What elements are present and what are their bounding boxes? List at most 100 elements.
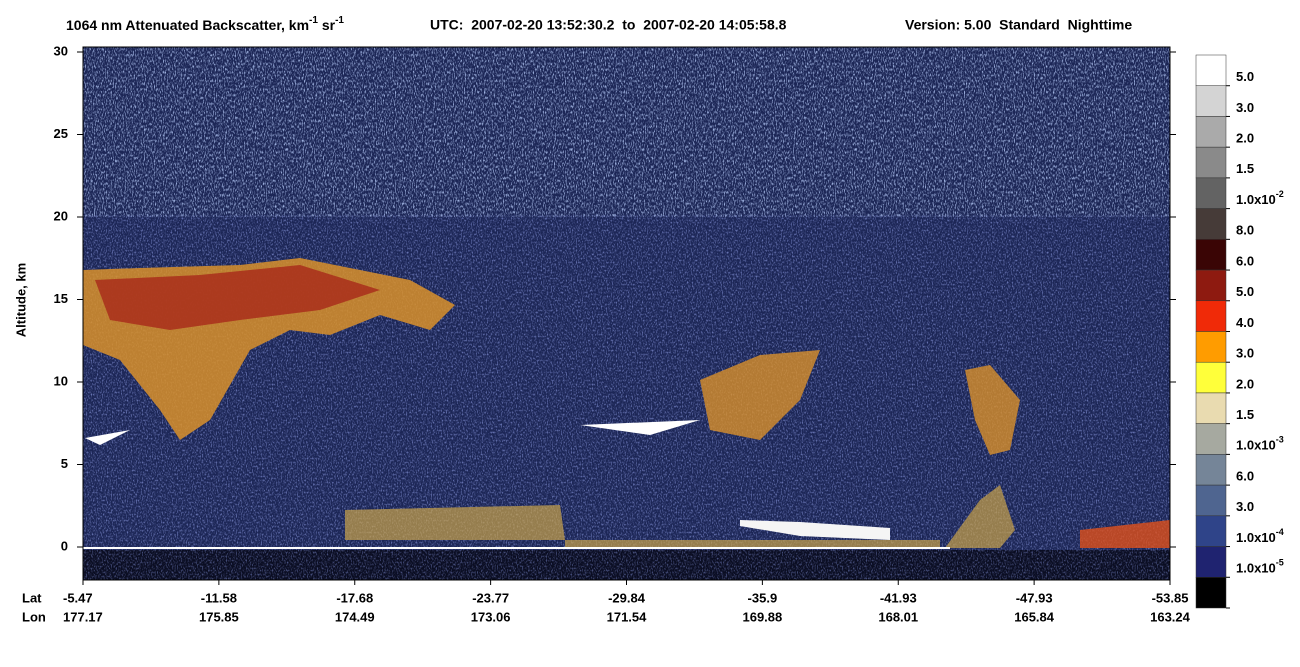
cloud-feature: [945, 485, 1015, 548]
title-superscript: -1: [335, 15, 344, 26]
colorbar-label-text: 5.0: [1236, 285, 1254, 300]
cloud-feature: [965, 365, 1020, 455]
colorbar-label-text: 1.5: [1236, 407, 1254, 422]
cloud-feature: [700, 350, 820, 440]
curtain-image: [83, 47, 1170, 580]
colorbar-segment: [1195, 300, 1227, 332]
x-row-label: Lon: [22, 609, 46, 624]
y-tick-label: 25: [54, 126, 68, 141]
cloud-feature: [95, 265, 380, 330]
title-part: 1064 nm Attenuated Backscatter, km: [66, 17, 309, 33]
lat-tick-label: -11.58: [201, 590, 237, 605]
lat-tick-label: -23.77: [472, 590, 509, 605]
noise: [83, 47, 1170, 217]
colorbar-segment: [1195, 577, 1227, 609]
colorbar-segment: [1195, 208, 1227, 240]
x-row-label: Lat: [22, 590, 42, 605]
title-superscript: -1: [309, 15, 318, 26]
lon-tick-label: 165.84: [1014, 609, 1055, 624]
colorbar-segment: [1195, 85, 1227, 117]
lat-tick-label: -41.93: [880, 590, 917, 605]
lat-tick-label: -17.68: [336, 590, 373, 605]
colorbar-label-sup: -5: [1276, 558, 1284, 568]
colorbar-label: 1.5: [1236, 162, 1254, 177]
colorbar-label-text: 2.0: [1236, 377, 1254, 392]
colorbar-label-sup: -3: [1276, 435, 1284, 445]
colorbar-segment: [1195, 177, 1227, 209]
colorbar-label: 8.0: [1236, 223, 1254, 238]
version: Version: 5.00 Standard Nighttime: [905, 17, 1132, 33]
colorbar-label: 3.0: [1236, 500, 1254, 515]
colorbar-label-text: 1.0x10: [1236, 438, 1276, 453]
colorbar-segment: [1195, 361, 1227, 394]
colorbar-label-text: 1.5: [1236, 162, 1254, 177]
lon-tick-label: 168.01: [878, 609, 918, 624]
colorbar-label: 5.0: [1236, 69, 1254, 84]
cloud-feature: [740, 520, 890, 540]
lat-tick-label: -5.47: [63, 590, 93, 605]
y-tick-label: 20: [54, 208, 68, 223]
colorbar-label: 1.0x10-2: [1236, 189, 1284, 207]
lat-tick-label: -47.93: [1016, 590, 1053, 605]
lon-tick-label: 169.88: [742, 609, 782, 624]
colorbar-label-sup: -4: [1276, 527, 1284, 537]
y-tick-label: 15: [54, 291, 68, 306]
colorbar-label-text: 3.0: [1236, 500, 1254, 515]
colorbar-label: 6.0: [1236, 254, 1254, 269]
lat-tick-label: -53.85: [1152, 590, 1189, 605]
lon-tick-label: 171.54: [607, 609, 648, 624]
colorbar-segment: [1195, 116, 1227, 148]
cloud-feature: [345, 505, 940, 548]
lon-tick-label: 177.17: [63, 609, 103, 624]
colorbar-segment: [1195, 454, 1227, 486]
colorbar-label: 2.0: [1236, 131, 1254, 146]
colorbar-label-text: 6.0: [1236, 254, 1254, 269]
colorbar-label: 1.0x10-3: [1236, 435, 1284, 453]
colorbar-label: 1.0x10-4: [1236, 527, 1284, 545]
colorbar-label-text: 3.0: [1236, 346, 1254, 361]
colorbar-label: 1.0x10-5: [1236, 558, 1284, 576]
colorbar-label: 5.0: [1236, 285, 1254, 300]
colorbar-label-text: 3.0: [1236, 100, 1254, 115]
noise: [83, 550, 1170, 580]
colorbar-label: 6.0: [1236, 469, 1254, 484]
lon-tick-label: 175.85: [199, 609, 239, 624]
colorbar-segment: [1195, 392, 1227, 424]
y-axis-label: Altitude, km: [13, 263, 28, 337]
colorbar-label: 3.0: [1236, 346, 1254, 361]
colorbar-segment: [1195, 54, 1227, 86]
colorbar-segment: [1195, 515, 1227, 547]
cloud-feature: [1080, 520, 1170, 548]
colorbar-label: 4.0: [1236, 315, 1254, 330]
time-range: UTC: 2007-02-20 13:52:30.2 to 2007-02-20…: [430, 17, 787, 33]
colorbar-label-text: 5.0: [1236, 69, 1254, 84]
colorbar-segment: [1195, 331, 1227, 363]
lon-tick-label: 173.06: [471, 609, 511, 624]
colorbar-label-text: 8.0: [1236, 223, 1254, 238]
colorbar-label-text: 1.0x10: [1236, 561, 1276, 576]
colorbar-label-text: 1.0x10: [1236, 530, 1276, 545]
colorbar-label-sup: -2: [1276, 189, 1284, 199]
y-tick-label: 0: [61, 538, 68, 553]
colorbar-label-text: 2.0: [1236, 131, 1254, 146]
chart-title: 1064 nm Attenuated Backscatter, km-1 sr-…: [66, 15, 344, 33]
colorbar-segment: [1195, 269, 1227, 302]
colorbar-segment: [1195, 423, 1227, 455]
y-tick-label: 5: [61, 456, 68, 471]
colorbar-segment: [1195, 239, 1227, 271]
lat-tick-label: -35.9: [748, 590, 778, 605]
colorbar-segment: [1195, 146, 1227, 179]
colorbar-segment: [1195, 484, 1227, 517]
lat-tick-label: -29.84: [608, 590, 646, 605]
colorbar-label: 1.5: [1236, 407, 1254, 422]
colorbar-label-text: 4.0: [1236, 315, 1254, 330]
y-tick-label: 30: [54, 43, 68, 58]
lon-tick-label: 163.24: [1150, 609, 1191, 624]
colorbar-label-text: 6.0: [1236, 469, 1254, 484]
colorbar-label-text: 1.0x10: [1236, 192, 1276, 207]
lon-tick-label: 174.49: [335, 609, 375, 624]
y-tick-label: 10: [54, 373, 68, 388]
title-part: sr: [318, 17, 336, 33]
colorbar-label: 3.0: [1236, 100, 1254, 115]
